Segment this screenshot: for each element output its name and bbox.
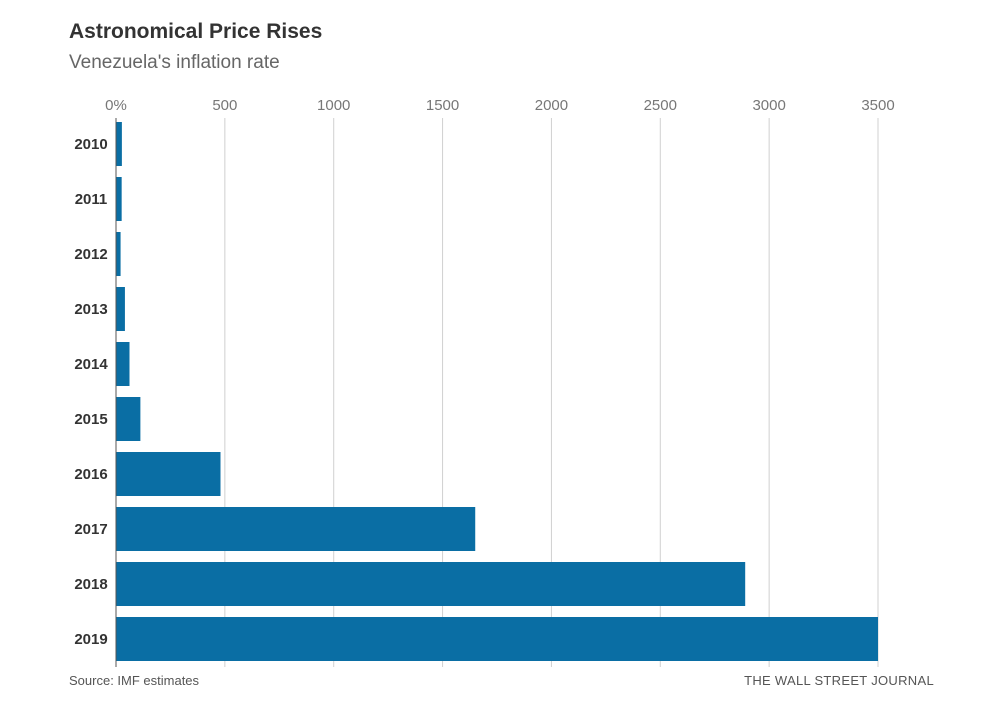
x-tick-label: 2500 [644,97,677,114]
bar-2010 [116,122,122,166]
bar-2019 [116,617,878,661]
category-label-2016: 2016 [74,466,107,483]
bar-2017 [116,507,476,551]
bar-2016 [116,452,221,496]
x-tick-label: 0% [105,97,127,114]
category-label-2012: 2012 [74,246,107,263]
bar-2015 [116,397,141,441]
category-label-2019: 2019 [74,631,107,648]
chart-title: Astronomical Price Rises [69,20,323,43]
bar-2013 [116,287,125,331]
category-label-2010: 2010 [74,136,107,153]
source-note: Source: IMF estimates [69,673,200,688]
bars [116,122,878,661]
x-tick-label: 2000 [535,97,568,114]
chart-subtitle: Venezuela's inflation rate [69,52,280,73]
category-label-2013: 2013 [74,301,107,318]
x-tick-label: 1000 [317,97,350,114]
category-label-2015: 2015 [74,411,107,428]
category-label-2017: 2017 [74,521,107,538]
bar-2012 [116,232,121,276]
y-axis-categories: 2010 2011 2012 2013 2014 2015 2016 2017 2018 2019 [74,136,108,648]
bar-2018 [116,562,746,606]
bar-2011 [116,177,122,221]
x-axis-ticks: 0% 500 1000 1500 2000 2500 3000 3500 [105,97,895,114]
x-tick-label: 1500 [426,97,459,114]
x-tick-label: 3000 [752,97,785,114]
category-label-2018: 2018 [74,576,107,593]
x-tick-label: 500 [212,97,237,114]
category-label-2014: 2014 [74,356,108,373]
bar-2014 [116,342,130,386]
x-tick-label: 3500 [861,97,894,114]
publisher-credit: THE WALL STREET JOURNAL [744,673,934,688]
category-label-2011: 2011 [75,191,108,208]
